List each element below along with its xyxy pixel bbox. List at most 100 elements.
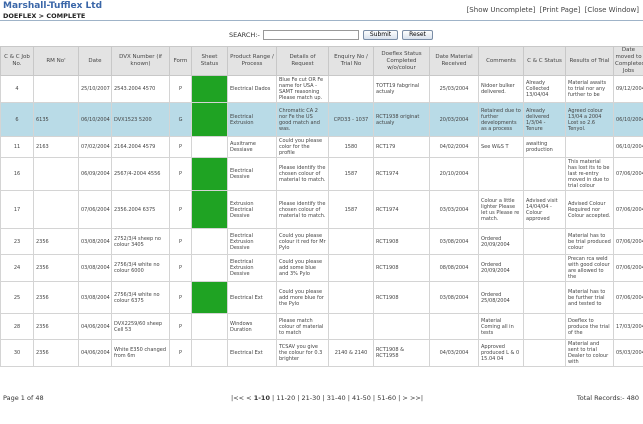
cell-rm: 2356 [33,313,79,340]
next-page-link[interactable]: > [402,394,408,402]
cell-moved: 07/06/2004 [613,228,643,255]
reset-button[interactable]: Reset [402,30,433,40]
cell-cc_status: awaiting production [523,136,566,158]
cell-comments: Nidoer bulker delivered. [478,75,524,103]
sheet-status-cell [191,157,228,191]
cell-enquiry [328,254,374,282]
last-page-link[interactable]: >>| [409,394,424,402]
cell-date: 03/08/2004 [78,281,112,314]
page-info: Page 1 of 48 [3,394,44,402]
sheet-status-cell [191,339,228,367]
cell-cc_status: Already Collected 13/04/04 [523,75,566,103]
show-uncomplete-link[interactable]: [Show Uncomplete] [466,6,536,14]
cell-rm: 2356 [33,254,79,282]
table-row[interactable]: 17 07/06/2004 2356.2004 6375 P Extrusion Ele… [0,190,643,229]
table-header-row: C & C Job No. RM No' Date DVX Number (if kn… [0,46,643,76]
cell-dvx: 2356.2004 6375 [111,190,170,229]
cell-enquiry: 1580 [328,136,374,158]
cell-product: Electrical Dessive [227,157,277,191]
cell-received: 04/02/2004 [429,136,479,158]
cell-enquiry [328,75,374,103]
cell-date: 03/08/2004 [78,254,112,282]
table-row[interactable]: 6 6135 06/10/2004 DVX1523 5200 G Electrical E… [0,102,643,137]
table-row[interactable]: 16 06/09/2004 2567/4-2004 4556 P Electrical … [0,157,643,191]
prev-page-link[interactable]: < [246,394,252,402]
cell-comments: Material Coming all in tests [478,313,524,340]
sheet-status-cell [191,254,228,282]
cell-details: Blue Fe cut OR Fe name for USA - SAMT re… [276,75,329,103]
table-row[interactable]: 28 2356 04/06/2004 DVX2259/60 sheep Cell 53… [0,313,643,340]
cell-status: RCT1908 [373,254,430,282]
table-row[interactable]: 25 2356 03/08/2004 2756/3/4 white no colour… [0,281,643,314]
cell-received: 03/03/2004 [429,190,479,229]
cell-comments: See W&S T [478,136,524,158]
cell-job: 28 [0,313,34,340]
cell-date: 03/08/2004 [78,228,112,255]
cell-job: 23 [0,228,34,255]
cell-comments [478,157,524,191]
cell-date: 04/06/2004 [78,313,112,340]
cell-enquiry: 1587 [328,190,374,229]
table-row[interactable]: 24 2356 03/08/2004 2756/3/4 white no colour… [0,254,643,282]
cell-cc_status [523,157,566,191]
page-link-21-30[interactable]: 21-30 [301,394,321,402]
cell-details: Could you please add more blue for the P… [276,281,329,314]
page-link-31-40[interactable]: 31-40 [326,394,346,402]
cell-moved: 05/03/2004 [613,339,643,367]
page-link-41-50[interactable]: 41-50 [351,394,371,402]
cell-dvx: 2567/4-2004 4556 [111,157,170,191]
cell-form: P [169,157,192,191]
cell-details: TCSAV you give the colour for 0.3 bright… [276,339,329,367]
cell-form: P [169,339,192,367]
column-header: C & C Status [523,46,566,76]
first-page-link[interactable]: |<< [231,394,245,402]
cell-dvx: 2164.2004 4579 [111,136,170,158]
page-header: Marshall-Tufflex Ltd DOEFLEX > COMPLETE … [0,0,643,20]
cell-dvx: White E350 changed from 6m [111,339,170,367]
cell-form: P [169,254,192,282]
page-link-51-60[interactable]: 51-60 [377,394,397,402]
cell-enquiry [328,228,374,255]
cell-form: P [169,313,192,340]
table-row[interactable]: 30 2356 04/06/2004 White E350 changed from … [0,339,643,367]
cell-comments: Ordered 20/09/2004 [478,254,524,282]
cell-results: Material and sent to trial Dealer to col… [565,339,614,367]
cell-enquiry [328,313,374,340]
cell-comments: Ordered 25/08/2004 [478,281,524,314]
cell-form: P [169,190,192,229]
sheet-status-cell [191,75,228,103]
column-header: Details of Request [276,46,329,76]
cell-received [429,313,479,340]
cell-date: 07/06/2004 [78,190,112,229]
cell-product: Extrusion Electrical Dessive [227,190,277,229]
close-window-link[interactable]: [Close Window] [584,6,639,14]
column-header: Doeflex Status Completed w/o/colour [373,46,430,76]
cell-job: 4 [0,75,34,103]
cell-product: Electrical Extrusion [227,102,277,137]
cell-cc_status [523,228,566,255]
submit-button[interactable]: Submit [362,30,399,40]
search-input[interactable] [262,30,359,40]
cell-comments: Retained due to further developments as … [478,102,524,137]
cell-cc_status [523,281,566,314]
print-page-link[interactable]: [Print Page] [539,6,581,14]
cell-moved: 07/06/2004 [613,190,643,229]
cell-moved: 06/10/2004 [613,102,643,137]
table-row[interactable]: 23 2356 03/08/2004 2752/3/4 sheep no colour… [0,228,643,255]
cell-results: Agreed colour 13/04 a 2004 Lost so 2.6 T… [565,102,614,137]
cell-rm [33,157,79,191]
cell-dvx: 2543.2004 4570 [111,75,170,103]
cell-details: Please match colour of material to match [276,313,329,340]
cell-results: Material has to be trial produced colour [565,228,614,255]
table-row[interactable]: 11 2163 07/02/2004 2164.2004 4579 P Auxitrame… [0,136,643,158]
cell-product: Windows Duration [227,313,277,340]
cell-results: Advised Colour Required nor Colour accep… [565,190,614,229]
breadcrumb: DOEFLEX > COMPLETE [3,12,86,20]
sheet-status-cell [191,313,228,340]
table-row[interactable]: 4 25/10/2007 2543.2004 4570 P Electrical Dad… [0,75,643,103]
table-body: 4 25/10/2007 2543.2004 4570 P Electrical Dad… [0,75,643,367]
cell-comments: Colour a little lighter Please let us Pl… [478,190,524,229]
page-link-11-20[interactable]: 11-20 [276,394,296,402]
cell-comments: Approved produced L & 0 15.04 04 [478,339,524,367]
cell-form: G [169,102,192,137]
